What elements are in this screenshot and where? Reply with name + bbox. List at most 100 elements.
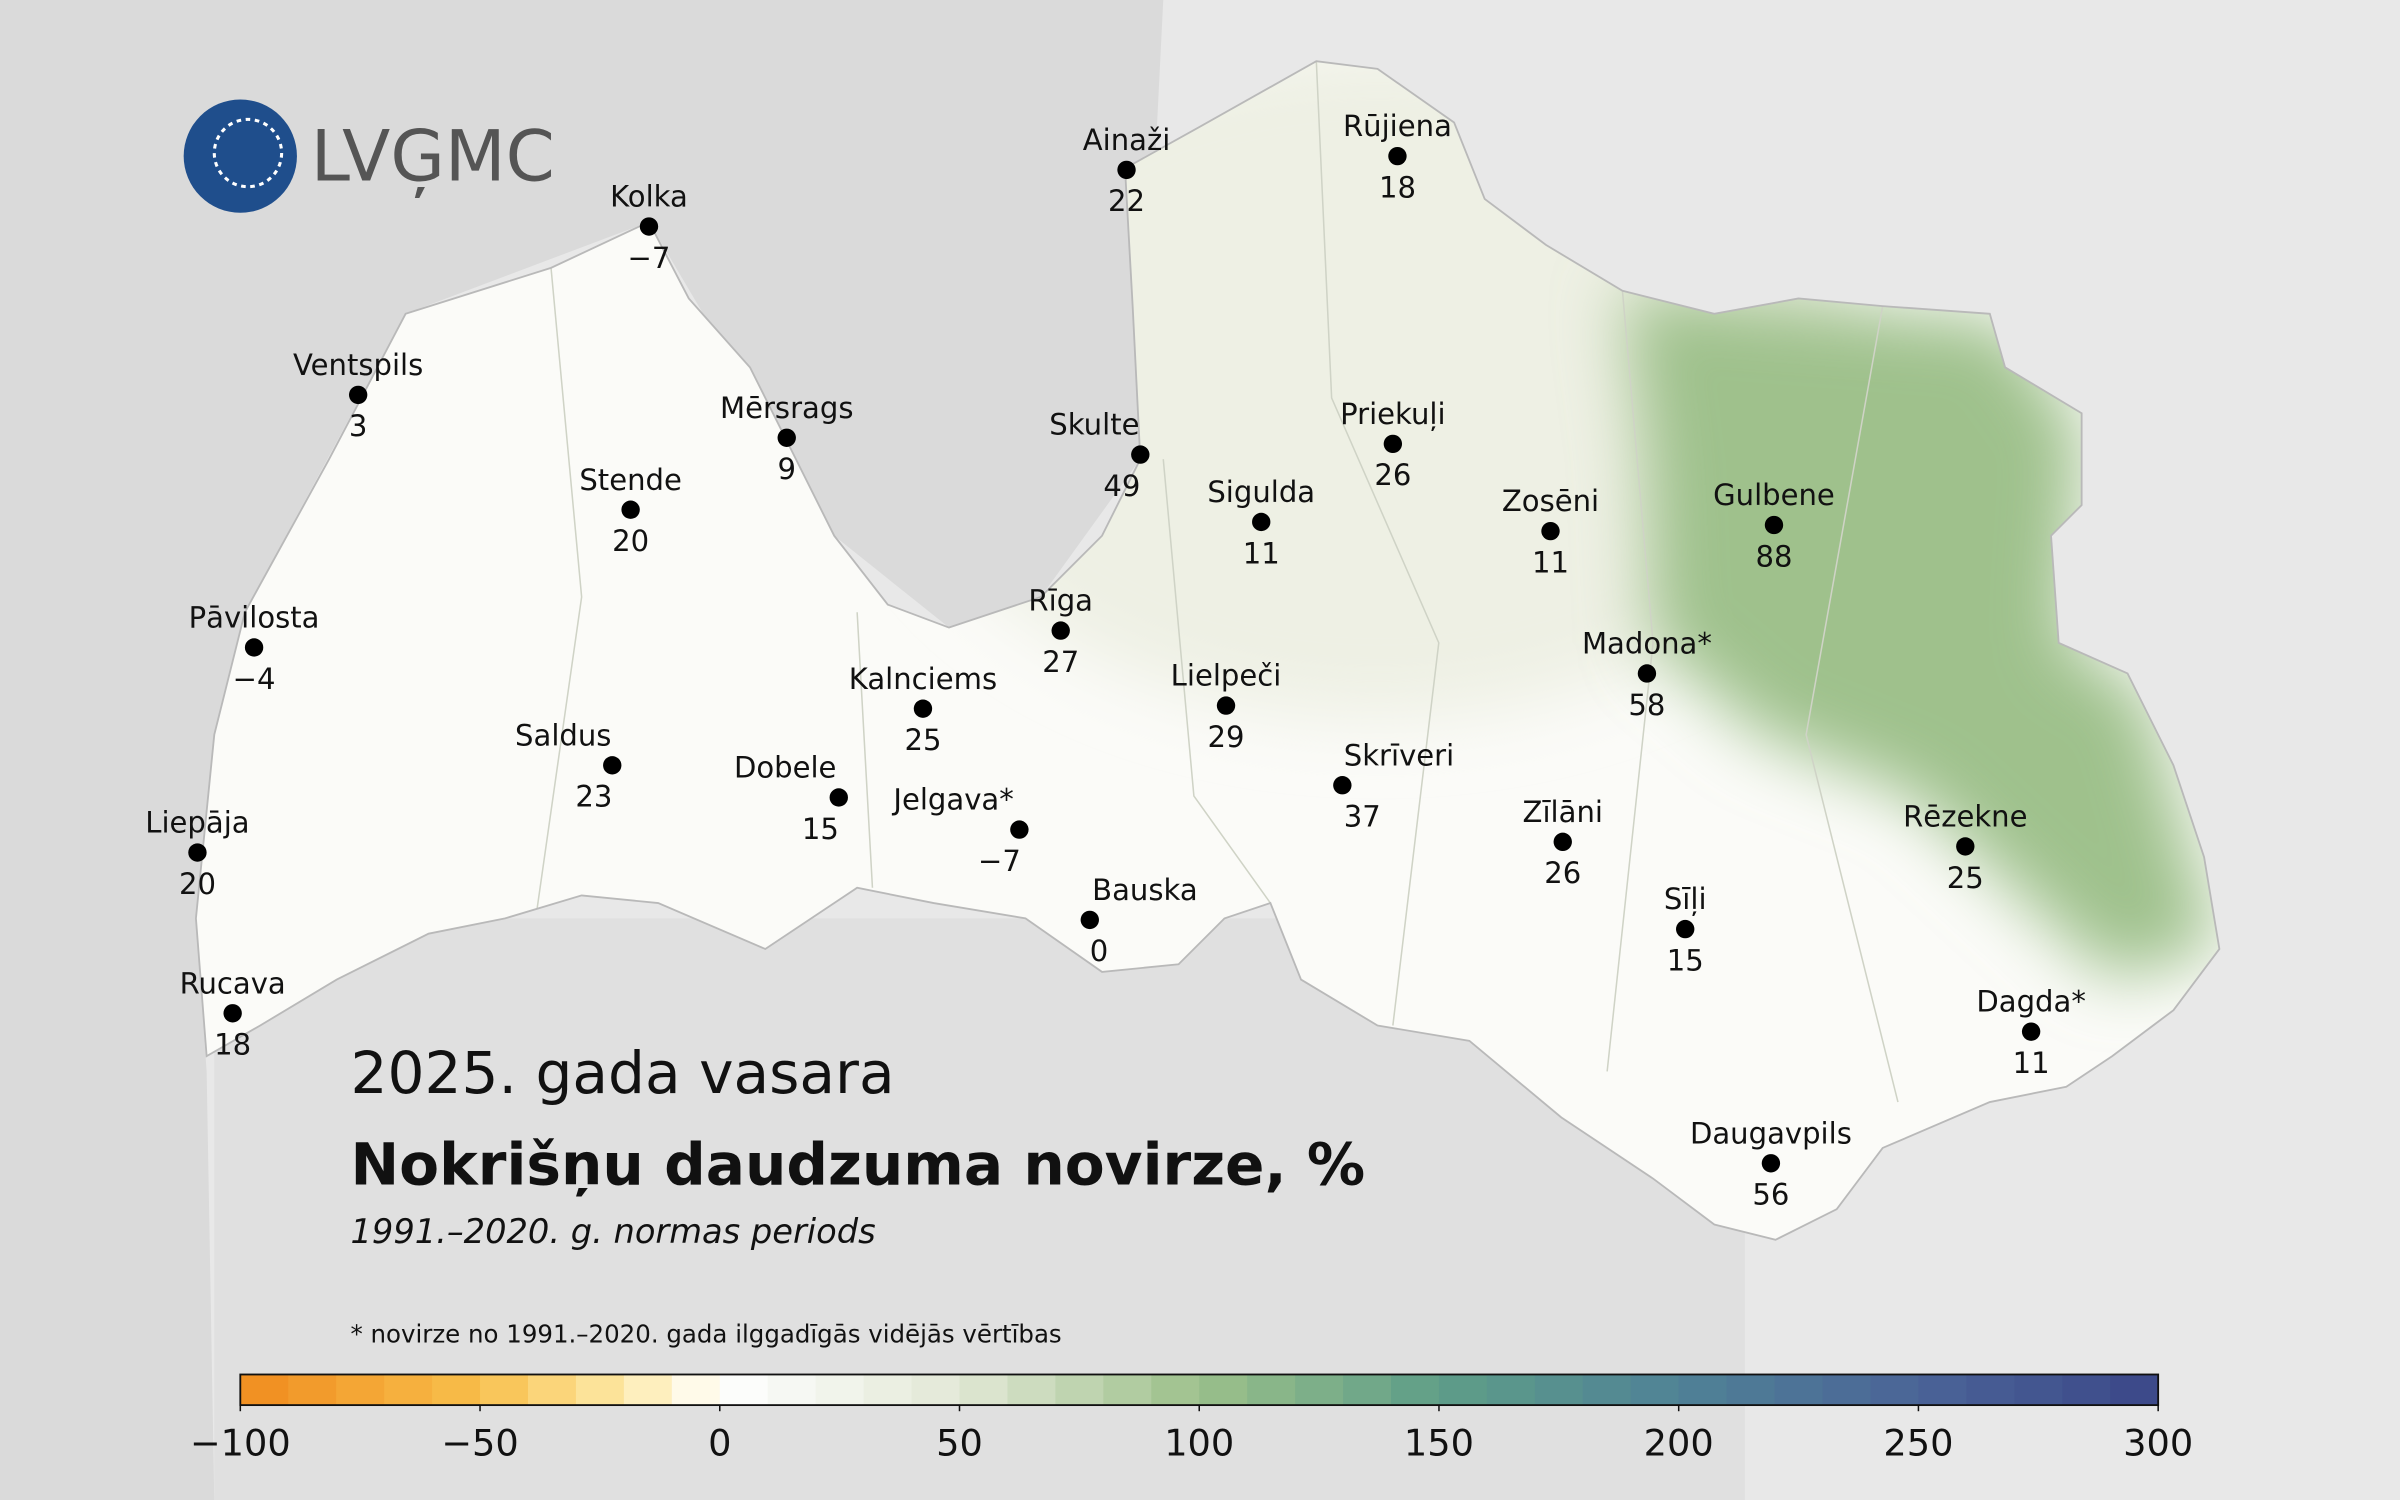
station-name: Priekuļi [1340,397,1445,431]
colorbar-segment [1151,1374,1200,1406]
colorbar-segment [288,1374,337,1406]
colorbar-tick-label: 50 [936,1422,983,1465]
colorbar-segment [1774,1374,1824,1406]
station-dot [913,699,933,718]
station-dot [603,756,622,775]
station-value: 37 [1344,800,1381,834]
station-value: 49 [1103,469,1140,503]
colorbar-segment [1486,1374,1536,1406]
sea [0,0,1164,1500]
logo: LVĢMC [183,99,555,213]
colorbar-segment [240,1374,290,1406]
colorbar-segment [1630,1374,1680,1406]
footnote: * novirze no 1991.–2020. gada ilggadīgās… [351,1319,1062,1348]
colorbar-segment [1199,1374,1248,1406]
station-value: −4 [233,662,276,696]
station-dot [1131,445,1150,464]
colorbar-segment [1870,1374,1920,1406]
station-value: 56 [1752,1178,1789,1212]
colorbar-tick-label: 150 [1404,1422,1474,1465]
station-dot [1541,521,1560,541]
station-value: 25 [904,723,941,757]
station-dot [348,385,368,405]
colorbar-segment [2110,1374,2159,1406]
station-name: Rucava [180,966,286,1000]
station-dot [639,217,659,236]
station-value: 22 [1108,184,1145,218]
station-dot [188,843,207,862]
station-value: 88 [1755,539,1792,573]
station-value: 18 [1379,170,1416,204]
station-name: Dobele [734,751,837,785]
station-dot [1252,512,1271,532]
colorbar-segment [1007,1374,1057,1406]
station-name: Sīļi [1664,882,1707,916]
station-value: 25 [1947,861,1984,895]
title: 2025. gada vasara [351,1039,895,1107]
wet-zone [1622,290,2220,980]
logo-rings [212,117,284,189]
colorbar-segment [1822,1374,1872,1406]
station-name: Liepāja [145,806,249,840]
colorbar-segment [1726,1374,1776,1406]
station-value: 18 [214,1028,251,1062]
station-name: Ventspils [293,348,423,382]
colorbar-segment [1918,1374,1968,1406]
colorbar-tick-label: −100 [190,1422,291,1465]
station-value: 27 [1042,645,1079,679]
logo-text: LVĢMC [311,116,555,199]
colorbar-segment [384,1374,433,1406]
station-dot [1388,146,1407,166]
station-dot [223,1004,242,1023]
station-name: Daugavpils [1690,1116,1852,1150]
station-name: Rūjiena [1343,109,1452,143]
station-value: 11 [1243,536,1280,570]
station-name: Pāvilosta [189,601,320,635]
station-value: 15 [802,812,839,846]
station-dot [1080,910,1099,930]
station-dot [1117,160,1136,180]
period: 1991.–2020. g. normas periods [351,1212,876,1251]
colorbar-segment [1438,1374,1488,1406]
station-name: Zosēni [1502,484,1599,518]
station-value: 26 [1374,458,1411,492]
station-dot [2021,1022,2041,1041]
station-value: 29 [1208,720,1245,754]
subtitle: Nokrišņu daudzuma novirze, % [351,1131,1366,1199]
station-value: 0 [1090,934,1109,968]
colorbar-segment [1966,1374,2016,1406]
station-name: Skrīveri [1344,738,1454,772]
station-dot [829,788,848,807]
station-value: 58 [1628,688,1665,722]
station-name: Lielpeči [1171,659,1282,693]
colorbar-segment [1534,1374,1584,1406]
station-value: −7 [628,241,671,275]
station-dot [1956,837,1975,856]
station-name: Kalnciems [849,662,997,696]
station-value: 26 [1544,856,1581,890]
station-dot [1676,919,1695,939]
colorbar-segment [575,1374,625,1406]
colorbar-segment [336,1374,385,1406]
colorbar-segment [527,1374,577,1406]
colorbar-segment [2062,1374,2111,1406]
station-name: Stende [579,463,682,497]
colorbar-segment [863,1374,913,1406]
colorbar-segment [1582,1374,1632,1406]
station-name: Madona* [1582,627,1712,661]
station-value: 3 [349,409,368,443]
station-name: Rīga [1028,584,1093,618]
station-name: Jelgava* [891,783,1013,817]
station-name: Saldus [515,718,611,752]
station-name: Gulbene [1713,478,1835,512]
station-dot [1051,621,1070,640]
colorbar-tick-label: 0 [708,1422,731,1465]
station-dot [1553,832,1572,852]
station-name: Rēzekne [1903,800,2027,834]
logo-mark [183,99,297,213]
colorbar: −100 −50 0 50 100 150 200 250 300 [190,1373,2193,1465]
station-name: Zīlāni [1523,795,1603,829]
station-dot [1383,434,1403,454]
colorbar-segment [1295,1374,1344,1406]
